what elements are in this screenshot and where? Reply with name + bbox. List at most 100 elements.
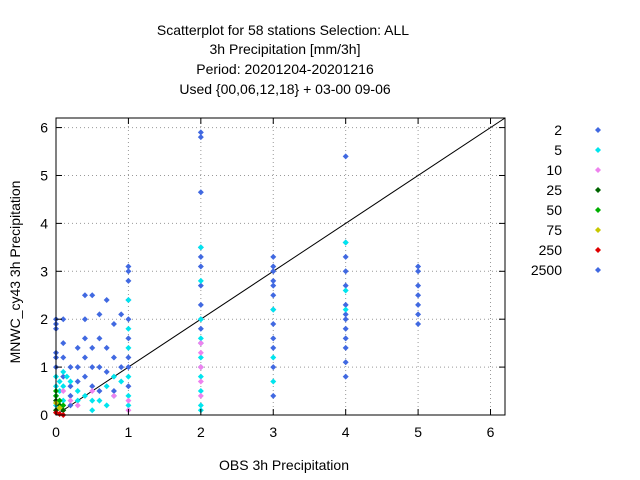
data-point <box>125 373 132 380</box>
data-point <box>342 344 349 351</box>
diagonal-line <box>55 117 506 416</box>
legend-label: 50 <box>546 202 562 218</box>
data-point <box>270 378 277 385</box>
legend-marker <box>595 247 601 253</box>
data-point <box>197 189 204 196</box>
data-point <box>125 397 132 404</box>
data-point <box>197 378 204 385</box>
x-tick-label: 5 <box>414 424 422 440</box>
data-point <box>60 383 67 390</box>
x-tick-label: 6 <box>487 424 495 440</box>
data-point <box>197 282 204 289</box>
data-points <box>53 129 422 418</box>
data-point <box>89 364 96 371</box>
x-tick-label: 1 <box>125 424 133 440</box>
legend-marker <box>595 167 601 173</box>
data-point <box>125 277 132 284</box>
data-point <box>60 397 67 404</box>
data-point <box>56 388 63 395</box>
data-point <box>110 388 117 395</box>
data-point <box>415 282 422 289</box>
data-point <box>197 349 204 356</box>
data-point <box>81 316 88 323</box>
data-point <box>60 368 67 375</box>
data-point <box>74 364 81 371</box>
data-point <box>81 292 88 299</box>
data-point <box>118 311 125 318</box>
data-point <box>96 311 103 318</box>
data-point <box>342 239 349 246</box>
data-point <box>197 301 204 308</box>
title-line-4: Used {00,06,12,18} + 03-00 09-06 <box>179 81 391 97</box>
data-point <box>342 359 349 366</box>
data-point <box>125 344 132 351</box>
data-point <box>60 354 67 361</box>
data-point <box>342 325 349 332</box>
data-point <box>270 306 277 313</box>
data-point <box>110 373 117 380</box>
legend-marker <box>595 267 601 273</box>
data-point <box>89 388 96 395</box>
data-point <box>270 263 277 270</box>
legend-label: 10 <box>546 162 562 178</box>
data-point <box>342 282 349 289</box>
data-point <box>67 397 74 404</box>
x-tick-label: 4 <box>342 424 350 440</box>
data-point <box>96 364 103 371</box>
data-point <box>197 277 204 284</box>
data-point <box>89 407 96 414</box>
data-point <box>56 378 63 385</box>
data-point <box>197 325 204 332</box>
data-point <box>74 397 81 404</box>
data-point <box>197 388 204 395</box>
data-point <box>103 402 110 409</box>
y-tick-label: 5 <box>40 167 48 183</box>
x-tick-label: 2 <box>197 424 205 440</box>
data-point <box>197 354 204 361</box>
data-point <box>415 311 422 318</box>
data-point <box>81 335 88 342</box>
data-point <box>103 344 110 351</box>
data-point <box>197 253 204 260</box>
y-tick-label: 6 <box>40 120 48 136</box>
title-line-1: Scatterplot for 58 stations Selection: A… <box>157 22 409 38</box>
plot-frame <box>55 117 506 416</box>
y-tick-label: 3 <box>40 263 48 279</box>
legend-label: 75 <box>546 222 562 238</box>
data-point <box>197 134 204 141</box>
data-point <box>110 392 117 399</box>
data-point <box>342 253 349 260</box>
data-point <box>342 287 349 294</box>
data-point <box>197 402 204 409</box>
data-point <box>125 325 132 332</box>
data-point <box>67 378 74 385</box>
data-point <box>197 364 204 371</box>
data-point <box>125 297 132 304</box>
title-line-2: 3h Precipitation [mm/3h] <box>210 41 361 57</box>
data-point <box>197 335 204 342</box>
data-point <box>81 373 88 380</box>
data-point <box>118 378 125 385</box>
data-point <box>415 268 422 275</box>
x-tick-label: 0 <box>52 424 60 440</box>
data-point <box>270 344 277 351</box>
data-point <box>96 388 103 395</box>
data-point <box>67 383 74 390</box>
data-point <box>342 316 349 323</box>
data-point <box>89 397 96 404</box>
legend-label: 25 <box>546 182 562 198</box>
data-point <box>270 292 277 299</box>
data-point <box>125 364 132 371</box>
data-point <box>197 129 204 136</box>
data-point <box>67 392 74 399</box>
data-point <box>89 344 96 351</box>
data-point <box>60 316 67 323</box>
data-point <box>415 301 422 308</box>
data-point <box>270 392 277 399</box>
data-point <box>125 354 132 361</box>
x-tick-label: 3 <box>269 424 277 440</box>
legend-label: 5 <box>554 142 562 158</box>
data-point <box>60 407 67 414</box>
legend-marker <box>595 227 601 233</box>
